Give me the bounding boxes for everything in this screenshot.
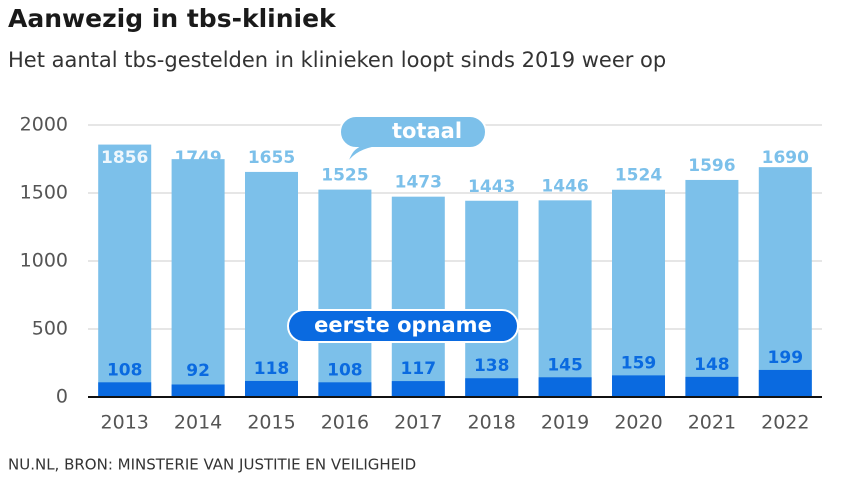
- value-label: 108: [107, 360, 143, 380]
- chart-subtitle: Het aantal tbs-gestelden in klinieken lo…: [8, 48, 666, 72]
- bar: [612, 375, 665, 397]
- bars: [88, 144, 822, 398]
- x-tick-label: 2017: [394, 412, 442, 434]
- bar: [465, 200, 519, 397]
- y-tick-label: 500: [32, 318, 68, 340]
- y-tick-label: 1500: [20, 182, 68, 204]
- value-label: 145: [547, 355, 583, 375]
- x-tick-label: 2015: [247, 412, 295, 434]
- bar: [171, 159, 225, 397]
- x-tick-label: 2018: [468, 412, 516, 434]
- bar: [685, 179, 739, 397]
- value-label: 1443: [468, 177, 515, 197]
- value-label: 118: [254, 359, 290, 379]
- value-label: 199: [768, 348, 804, 368]
- x-tick-label: 2022: [761, 412, 809, 434]
- bar: [245, 380, 298, 397]
- bar: [538, 200, 592, 397]
- value-label: 159: [621, 353, 657, 373]
- bar: [98, 382, 152, 397]
- value-label: 1856: [101, 148, 148, 168]
- value-label: 108: [327, 360, 363, 380]
- bar: [758, 369, 812, 397]
- bar: [538, 377, 592, 397]
- value-label: 117: [401, 359, 437, 379]
- value-label: 1524: [615, 166, 662, 186]
- bar: [171, 384, 225, 397]
- y-tick-label: 2000: [20, 114, 68, 136]
- bar: [758, 167, 812, 397]
- value-label: 1473: [395, 173, 442, 193]
- x-tick-label: 2019: [541, 412, 589, 434]
- value-label: 138: [474, 356, 510, 376]
- bar: [391, 381, 445, 397]
- y-tick-label: 1000: [20, 250, 68, 272]
- x-tick-label: 2016: [321, 412, 369, 434]
- bar: [318, 382, 372, 397]
- value-label: 1596: [688, 156, 735, 176]
- source: NU.NL, BRON: MINSTERIE VAN JUSTITIE EN V…: [8, 456, 416, 474]
- legend-label: totaal: [392, 119, 462, 143]
- value-label: 1749: [174, 148, 221, 168]
- value-label: 92: [186, 361, 210, 381]
- bar: [318, 189, 372, 397]
- chart-title: Aanwezig in tbs-kliniek: [8, 4, 337, 33]
- totaal-bubble: [339, 115, 487, 167]
- bar: [391, 196, 445, 397]
- x-tick-label: 2020: [614, 412, 662, 434]
- value-label: 1690: [762, 148, 809, 168]
- value-label: 1446: [541, 176, 588, 196]
- bar: [465, 378, 519, 397]
- value-label: 1655: [248, 148, 295, 168]
- x-tick-label: 2013: [101, 412, 149, 434]
- value-label: 1525: [321, 166, 368, 186]
- x-tick-label: 2014: [174, 412, 222, 434]
- x-tick-label: 2021: [688, 412, 736, 434]
- bar: [612, 189, 665, 397]
- value-label: 148: [694, 355, 730, 375]
- bar: [685, 376, 739, 397]
- eerste-bubble: [287, 309, 519, 343]
- bar: [245, 171, 298, 397]
- bar: [98, 144, 152, 397]
- labels: 2013 1856 108 2014 1749 92 2015 1655 118 2016 1525…: [101, 148, 810, 434]
- y-tick-label: 0: [56, 386, 68, 408]
- legend-label: eerste opname: [314, 313, 492, 337]
